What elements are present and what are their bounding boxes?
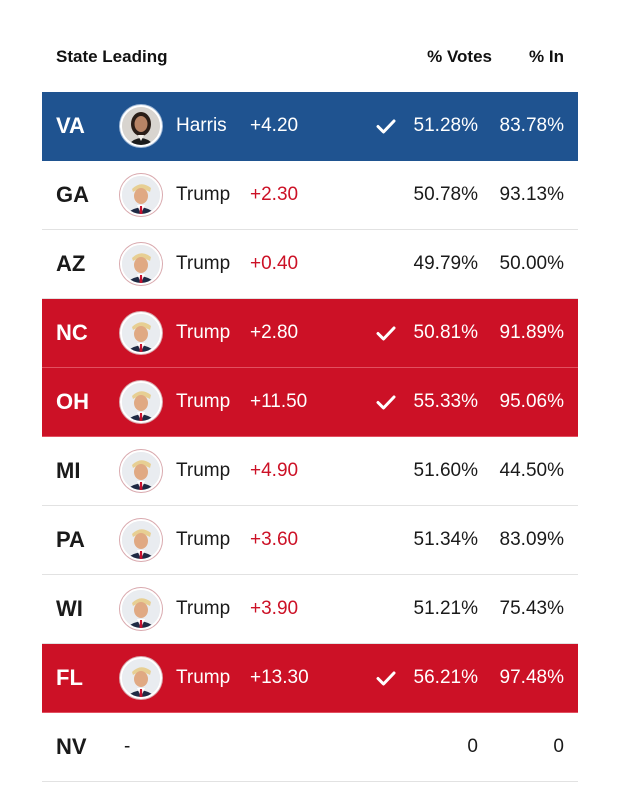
checkmark-icon — [374, 394, 398, 410]
candidate-name: Trump — [176, 460, 231, 481]
pct-votes-value: 51.28% — [413, 115, 478, 136]
table-row[interactable]: VA Harris +4.20 51.28% 83.78% — [42, 92, 578, 161]
lead-margin: +2.30 — [250, 184, 299, 205]
state-abbr: PA — [56, 527, 85, 552]
table-row[interactable]: MI Trump +4.90 51.60% 44.50% — [42, 437, 578, 506]
state-abbr: OH — [56, 389, 89, 414]
header-pct-votes[interactable]: % Votes — [427, 47, 492, 66]
checkmark-icon — [374, 325, 398, 341]
candidate-avatar — [120, 381, 162, 423]
candidate-name: Trump — [176, 322, 231, 343]
lead-margin: +11.50 — [250, 391, 308, 412]
candidate-name: Trump — [176, 667, 231, 688]
pct-in-value: 91.89% — [499, 322, 564, 343]
table-row[interactable]: AZ Trump +0.40 49.79% 50.00% — [42, 230, 578, 299]
candidate-avatar — [120, 312, 162, 354]
candidate-name: Trump — [176, 598, 231, 619]
pct-votes-value: 51.60% — [413, 460, 478, 481]
pct-votes-value: 51.21% — [413, 598, 478, 619]
candidate-name: Trump — [176, 253, 231, 274]
checkmark-icon — [374, 670, 398, 686]
pct-votes-value: 56.21% — [413, 667, 478, 688]
candidate-avatar — [120, 519, 162, 561]
pct-votes-value: 49.79% — [413, 253, 478, 274]
pct-in-value: 93.13% — [499, 184, 564, 205]
pct-in-value: 0 — [553, 736, 564, 757]
pct-in-value: 44.50% — [499, 460, 564, 481]
state-abbr: VA — [56, 113, 85, 138]
table-body: VA Harris +4.20 51.28% 83.78% GA Trump +2.30 50.… — [42, 92, 578, 782]
pct-in-value: 95.06% — [499, 391, 564, 412]
state-abbr: MI — [56, 458, 81, 483]
candidate-avatar — [120, 105, 162, 147]
header-state-leading: State Leading — [56, 47, 168, 66]
candidate-name: Trump — [176, 391, 231, 412]
pct-votes-value: 0 — [467, 736, 478, 757]
pct-votes-value: 50.81% — [413, 322, 478, 343]
state-abbr: AZ — [56, 251, 86, 276]
lead-margin: +2.80 — [250, 322, 299, 343]
candidate-avatar — [120, 450, 162, 492]
table-row[interactable]: NC Trump +2.80 50.81% 91.89% — [42, 299, 578, 368]
lead-margin: +13.30 — [250, 667, 309, 688]
pct-in-value: 50.00% — [499, 253, 564, 274]
table-row[interactable]: NV - 0 0 — [42, 713, 578, 782]
table-row[interactable]: OH Trump +11.50 55.33% 95.06% — [42, 368, 578, 437]
candidate-name: Harris — [176, 115, 227, 136]
state-abbr: GA — [56, 182, 89, 207]
candidate-avatar — [120, 657, 162, 699]
table-row[interactable]: GA Trump +2.30 50.78% 93.13% — [42, 161, 578, 230]
candidate-avatar — [120, 588, 162, 630]
checkmark-icon — [374, 118, 398, 134]
pct-in-value: 97.48% — [499, 667, 564, 688]
lead-margin: +4.20 — [250, 115, 299, 136]
candidate-avatar — [120, 243, 162, 285]
pct-in-value: 83.78% — [499, 115, 564, 136]
state-abbr: WI — [56, 596, 83, 621]
state-abbr: NC — [56, 320, 88, 345]
pct-votes-value: 51.34% — [413, 529, 478, 550]
results-table: State Leading % Votes % In VA Harris +4.20… — [42, 22, 578, 782]
candidate-name: Trump — [176, 529, 231, 550]
pct-in-value: 83.09% — [499, 529, 564, 550]
lead-margin: +3.60 — [250, 529, 299, 550]
table-header: State Leading % Votes % In — [42, 22, 578, 92]
lead-margin: +4.90 — [250, 460, 299, 481]
pct-votes-value: 50.78% — [413, 184, 478, 205]
state-abbr: FL — [56, 665, 83, 690]
no-leader-dash: - — [124, 736, 131, 757]
lead-margin: +3.90 — [250, 598, 299, 619]
pct-in-value: 75.43% — [499, 598, 564, 619]
state-abbr: NV — [56, 734, 87, 759]
candidate-avatar — [120, 174, 162, 216]
lead-margin: +0.40 — [250, 253, 299, 274]
candidate-name: Trump — [176, 184, 231, 205]
table-row[interactable]: FL Trump +13.30 56.21% 97.48% — [42, 644, 578, 713]
header-pct-in[interactable]: % In — [529, 47, 564, 66]
pct-votes-value: 55.33% — [413, 391, 478, 412]
table-row[interactable]: WI Trump +3.90 51.21% 75.43% — [42, 575, 578, 644]
table-row[interactable]: PA Trump +3.60 51.34% 83.09% — [42, 506, 578, 575]
